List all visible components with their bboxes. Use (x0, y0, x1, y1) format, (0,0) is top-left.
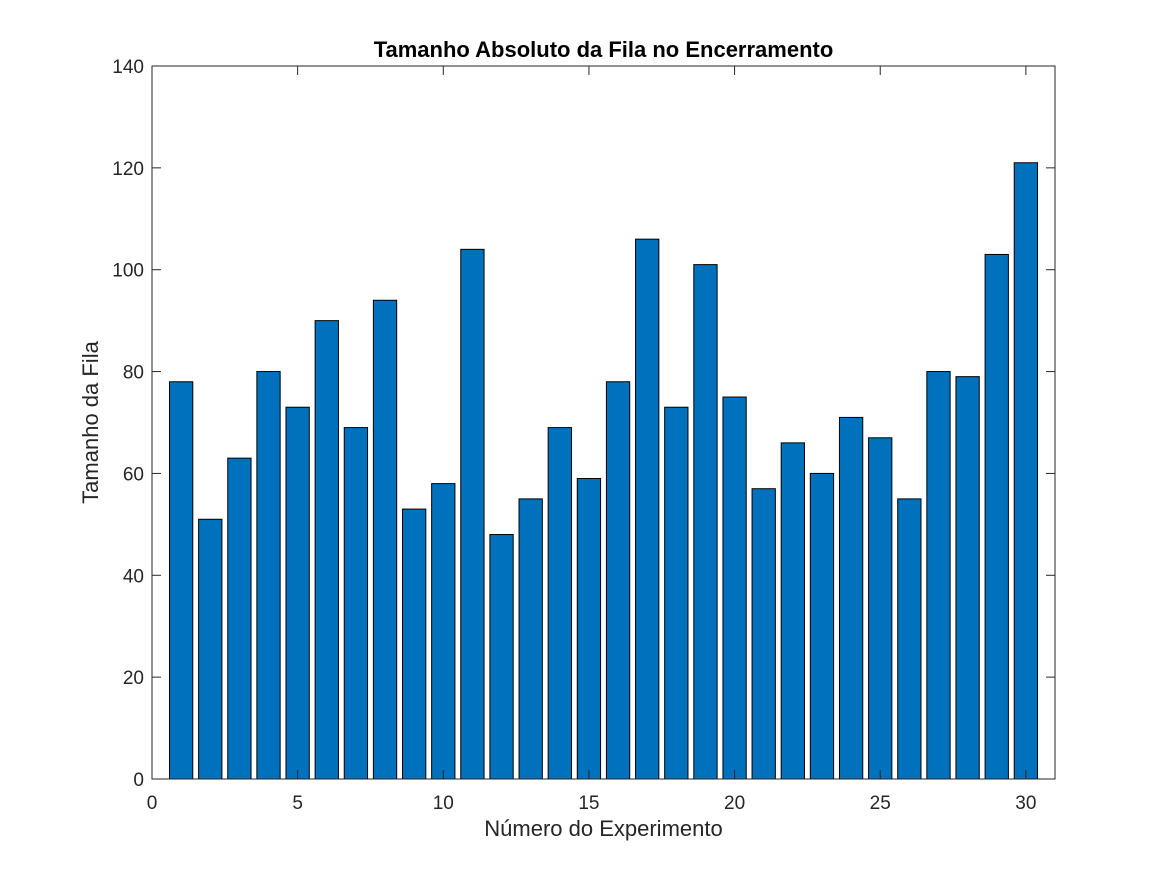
bar-1 (168, 381, 194, 780)
bar-10 (431, 483, 456, 780)
bar-24 (838, 416, 864, 780)
bar-7 (343, 427, 369, 780)
y-tick-label: 20 (123, 668, 144, 689)
bar-27 (926, 371, 951, 780)
bar-20 (722, 396, 747, 780)
bar-25 (868, 437, 893, 780)
axes (151, 65, 1056, 780)
y-tick-label: 120 (112, 159, 144, 180)
y-tick-label: 40 (123, 566, 144, 587)
y-tick-label: 100 (112, 261, 144, 282)
y-tick-label: 80 (123, 363, 144, 384)
x-tick-label: 5 (292, 793, 303, 814)
x-tick-label: 30 (1015, 793, 1036, 814)
x-tick-label: 20 (724, 793, 745, 814)
bar-29 (984, 253, 1009, 780)
ticks: 0 5 10 15 20 25 30 0 20 40 60 80 100 120 140 (112, 57, 1055, 814)
bar-9 (402, 508, 427, 780)
x-axis-title: Número do Experimento (484, 816, 722, 841)
bar-21 (751, 488, 776, 780)
chart-title: Tamanho Absoluto da Fila no Encerramento (374, 37, 834, 62)
bar-13 (518, 498, 543, 780)
bar-2 (198, 518, 223, 780)
bar-8 (372, 299, 398, 780)
bar-4 (256, 371, 281, 780)
y-tick-label: 0 (133, 770, 144, 791)
x-tick-label: 15 (578, 793, 599, 814)
x-tick-label: 0 (147, 793, 158, 814)
bar-19 (693, 264, 718, 780)
axes-box (151, 65, 1056, 780)
bar-14 (547, 427, 572, 780)
bar-23 (809, 472, 835, 780)
bar-15 (576, 478, 602, 780)
bar-17 (635, 238, 660, 780)
bar-11 (460, 248, 485, 780)
bar-28 (955, 376, 980, 780)
y-tick-label: 60 (123, 464, 144, 485)
bar-6 (314, 320, 339, 780)
bar-22 (780, 442, 805, 780)
bar-16 (605, 381, 631, 780)
bar-26 (897, 498, 922, 780)
bar-5 (285, 406, 310, 780)
y-tick-label: 140 (112, 57, 144, 78)
bar-18 (664, 406, 689, 780)
bar-3 (227, 457, 252, 780)
y-axis-title: Tamanho da Fila (78, 340, 103, 503)
bar-30 (1013, 162, 1039, 780)
bar-12 (489, 534, 514, 780)
x-tick-label: 10 (433, 793, 454, 814)
x-tick-label: 25 (870, 793, 891, 814)
bars (168, 162, 1039, 780)
